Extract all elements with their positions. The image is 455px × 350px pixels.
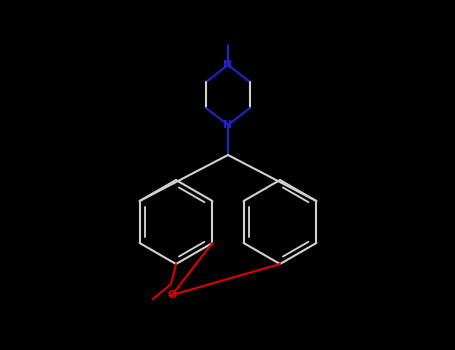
Text: N: N (223, 120, 233, 130)
Text: O: O (167, 290, 177, 300)
Text: N: N (223, 60, 233, 70)
